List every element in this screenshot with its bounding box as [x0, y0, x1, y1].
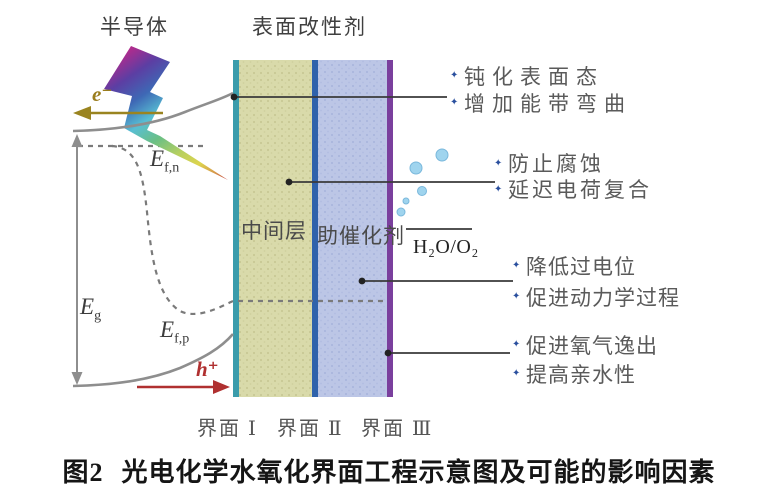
bubble-icon: [417, 186, 427, 196]
figure-caption: 图2 光电化学水氧化界面工程示意图及可能的影响因素: [0, 452, 778, 489]
annotation-group-2: ✦ 防止腐蚀 ✦ 延迟电荷复合: [494, 150, 652, 202]
efn-base: E: [150, 146, 165, 171]
annotation-item: ✦ 促进氧气逸出: [512, 330, 658, 359]
connector-dot-2: [285, 178, 293, 186]
annotation-item: ✦ 防止腐蚀: [494, 150, 652, 176]
bullet-star-icon: ✦: [494, 157, 503, 169]
bubble-icon: [435, 148, 449, 162]
annotation-group-1: ✦ 钝化表面态 ✦ 增加能带弯曲: [450, 62, 632, 116]
cocatalyst-label: 助催化剂: [317, 224, 405, 248]
connector-lines: [234, 96, 513, 354]
interface1-strip: [233, 60, 239, 397]
annotation-text: 降低过电位: [526, 254, 636, 279]
annotation-item: ✦ 提高亲水性: [512, 359, 658, 388]
interlayer-label: 中间层: [241, 219, 307, 243]
valence-band-curve: [72, 333, 234, 388]
interface2-label: 界面 Ⅱ: [277, 418, 344, 440]
surface-modifier-label: 表面改性剂: [252, 15, 367, 39]
connector-dot-5: [384, 349, 392, 357]
connector-dots: [230, 93, 392, 357]
efn-sub: f,n: [164, 160, 180, 176]
annotation-text: 促进动力学过程: [526, 285, 680, 310]
annotation-item: ✦ 促进动力学过程: [512, 281, 680, 312]
bullet-star-icon: ✦: [512, 368, 521, 379]
semiconductor-label: 半导体: [100, 15, 169, 39]
connector-dot-4: [358, 277, 366, 285]
annotation-text: 促进氧气逸出: [526, 333, 658, 358]
interface2-strip: [312, 60, 318, 397]
efn-label: Ef,n: [150, 146, 179, 177]
eg-sub: g: [94, 308, 102, 324]
annotation-item: ✦ 降低过电位: [512, 250, 680, 281]
bubble-icon: [402, 197, 410, 205]
electron-label: e⁻: [92, 82, 113, 106]
connector-dot-1: [230, 93, 238, 101]
cocatalyst-band: [318, 60, 387, 397]
bubble-icon: [396, 207, 406, 217]
annotation-item: ✦ 增加能带弯曲: [450, 89, 632, 116]
eg-label: Eg: [80, 294, 101, 325]
figure-caption-text: 光电化学水氧化界面工程示意图及可能的影响因素: [121, 458, 716, 487]
annotation-item: ✦ 延迟电荷复合: [494, 176, 652, 202]
interface3-strip: [387, 60, 393, 397]
annotation-text: 增加能带弯曲: [464, 91, 632, 116]
interlayer-band: [239, 60, 312, 397]
bubbles: [396, 148, 449, 217]
efp-sub: f,p: [174, 331, 190, 347]
hole-label: h⁺: [196, 357, 219, 381]
annotation-text: 防止腐蚀: [508, 152, 604, 176]
bullet-star-icon: ✦: [450, 97, 459, 108]
interface3-label: 界面 Ⅲ: [361, 418, 434, 440]
bullet-star-icon: ✦: [450, 70, 459, 81]
annotation-group-3: ✦ 降低过电位 ✦ 促进动力学过程: [512, 250, 680, 312]
bubble-icon: [409, 161, 423, 175]
bandgap-arrow-icon: [71, 134, 83, 385]
eg-base: E: [80, 294, 95, 319]
interface1-label: 界面 Ⅰ: [197, 418, 258, 440]
electron-arrow-icon: [73, 106, 163, 120]
hole-arrow-icon: [137, 380, 230, 394]
annotation-group-4: ✦ 促进氧气逸出 ✦ 提高亲水性: [512, 330, 658, 388]
bullet-star-icon: ✦: [512, 291, 521, 302]
efp-base: E: [160, 317, 175, 342]
annotation-text: 延迟电荷复合: [508, 178, 652, 202]
figure-number: 图2: [62, 458, 104, 487]
fermi-level-efp-dashed: [111, 144, 387, 316]
annotation-text: 提高亲水性: [526, 362, 636, 387]
conduction-band-curve: [72, 91, 234, 133]
bullet-star-icon: ✦: [494, 183, 503, 195]
water-oxygen-label: H₂O/O₂: [413, 236, 479, 258]
bullet-star-icon: ✦: [512, 260, 521, 271]
efp-label: Ef,p: [160, 317, 189, 348]
annotation-item: ✦ 钝化表面态: [450, 62, 632, 89]
bullet-star-icon: ✦: [512, 339, 521, 350]
annotation-text: 钝化表面态: [464, 64, 604, 89]
lightning-bolt-icon: [104, 46, 228, 180]
